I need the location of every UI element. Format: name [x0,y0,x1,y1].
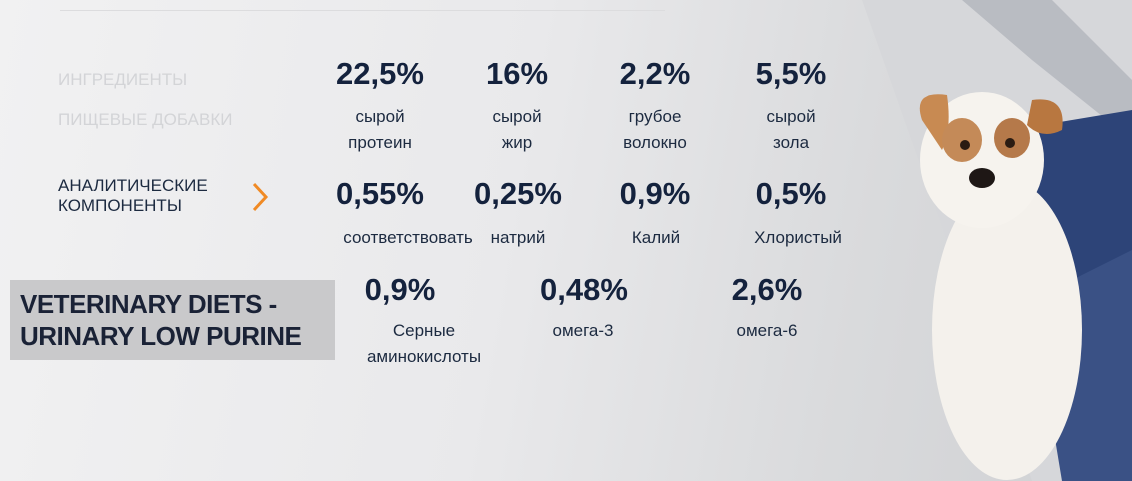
component-value: 16% [485,56,549,91]
component-label: сырой зола [766,107,816,152]
tab[interactable]: ПИЩЕВЫЕ ДОБАВКИ [58,110,233,129]
component-label: Хлористый [754,228,842,247]
component-label: Серные аминокислоты [366,321,482,366]
component-label: сырой протеин [348,107,412,152]
component-label: грубое волокно [623,107,687,152]
component-value: 5,5% [755,56,827,91]
component-value: 2,6% [731,272,803,307]
component-value: 22,5% [336,56,424,91]
tab[interactable]: ИНГРЕДИЕНТЫ [58,70,188,89]
component-value: 0,55% [336,176,424,211]
component-value: 0,25% [474,176,562,211]
component-value: 0,48% [540,272,628,307]
top-rule [60,10,665,11]
active-tab-chevron [252,182,269,212]
product-name-box: VETERINARY DIETS - URINARY LOW PURINE [10,280,335,360]
component-value: 0,5% [755,176,827,211]
component-label: натрий [490,228,546,247]
component-label: сырой жир [492,107,542,152]
dog-photo [862,0,1132,481]
component-label: омега-3 [552,321,614,340]
component-value: 0,9% [364,272,436,307]
product-name: VETERINARY DIETS - URINARY LOW PURINE [20,289,302,351]
tab[interactable]: АНАЛИТИЧЕСКИЕ КОМПОНЕНТЫ [58,176,208,215]
component-label: омега-6 [736,321,798,340]
component-value: 0,9% [619,176,691,211]
component-label: Калий [631,228,681,247]
component-value: 2,2% [619,56,691,91]
component-label: соответствовать [343,228,473,247]
